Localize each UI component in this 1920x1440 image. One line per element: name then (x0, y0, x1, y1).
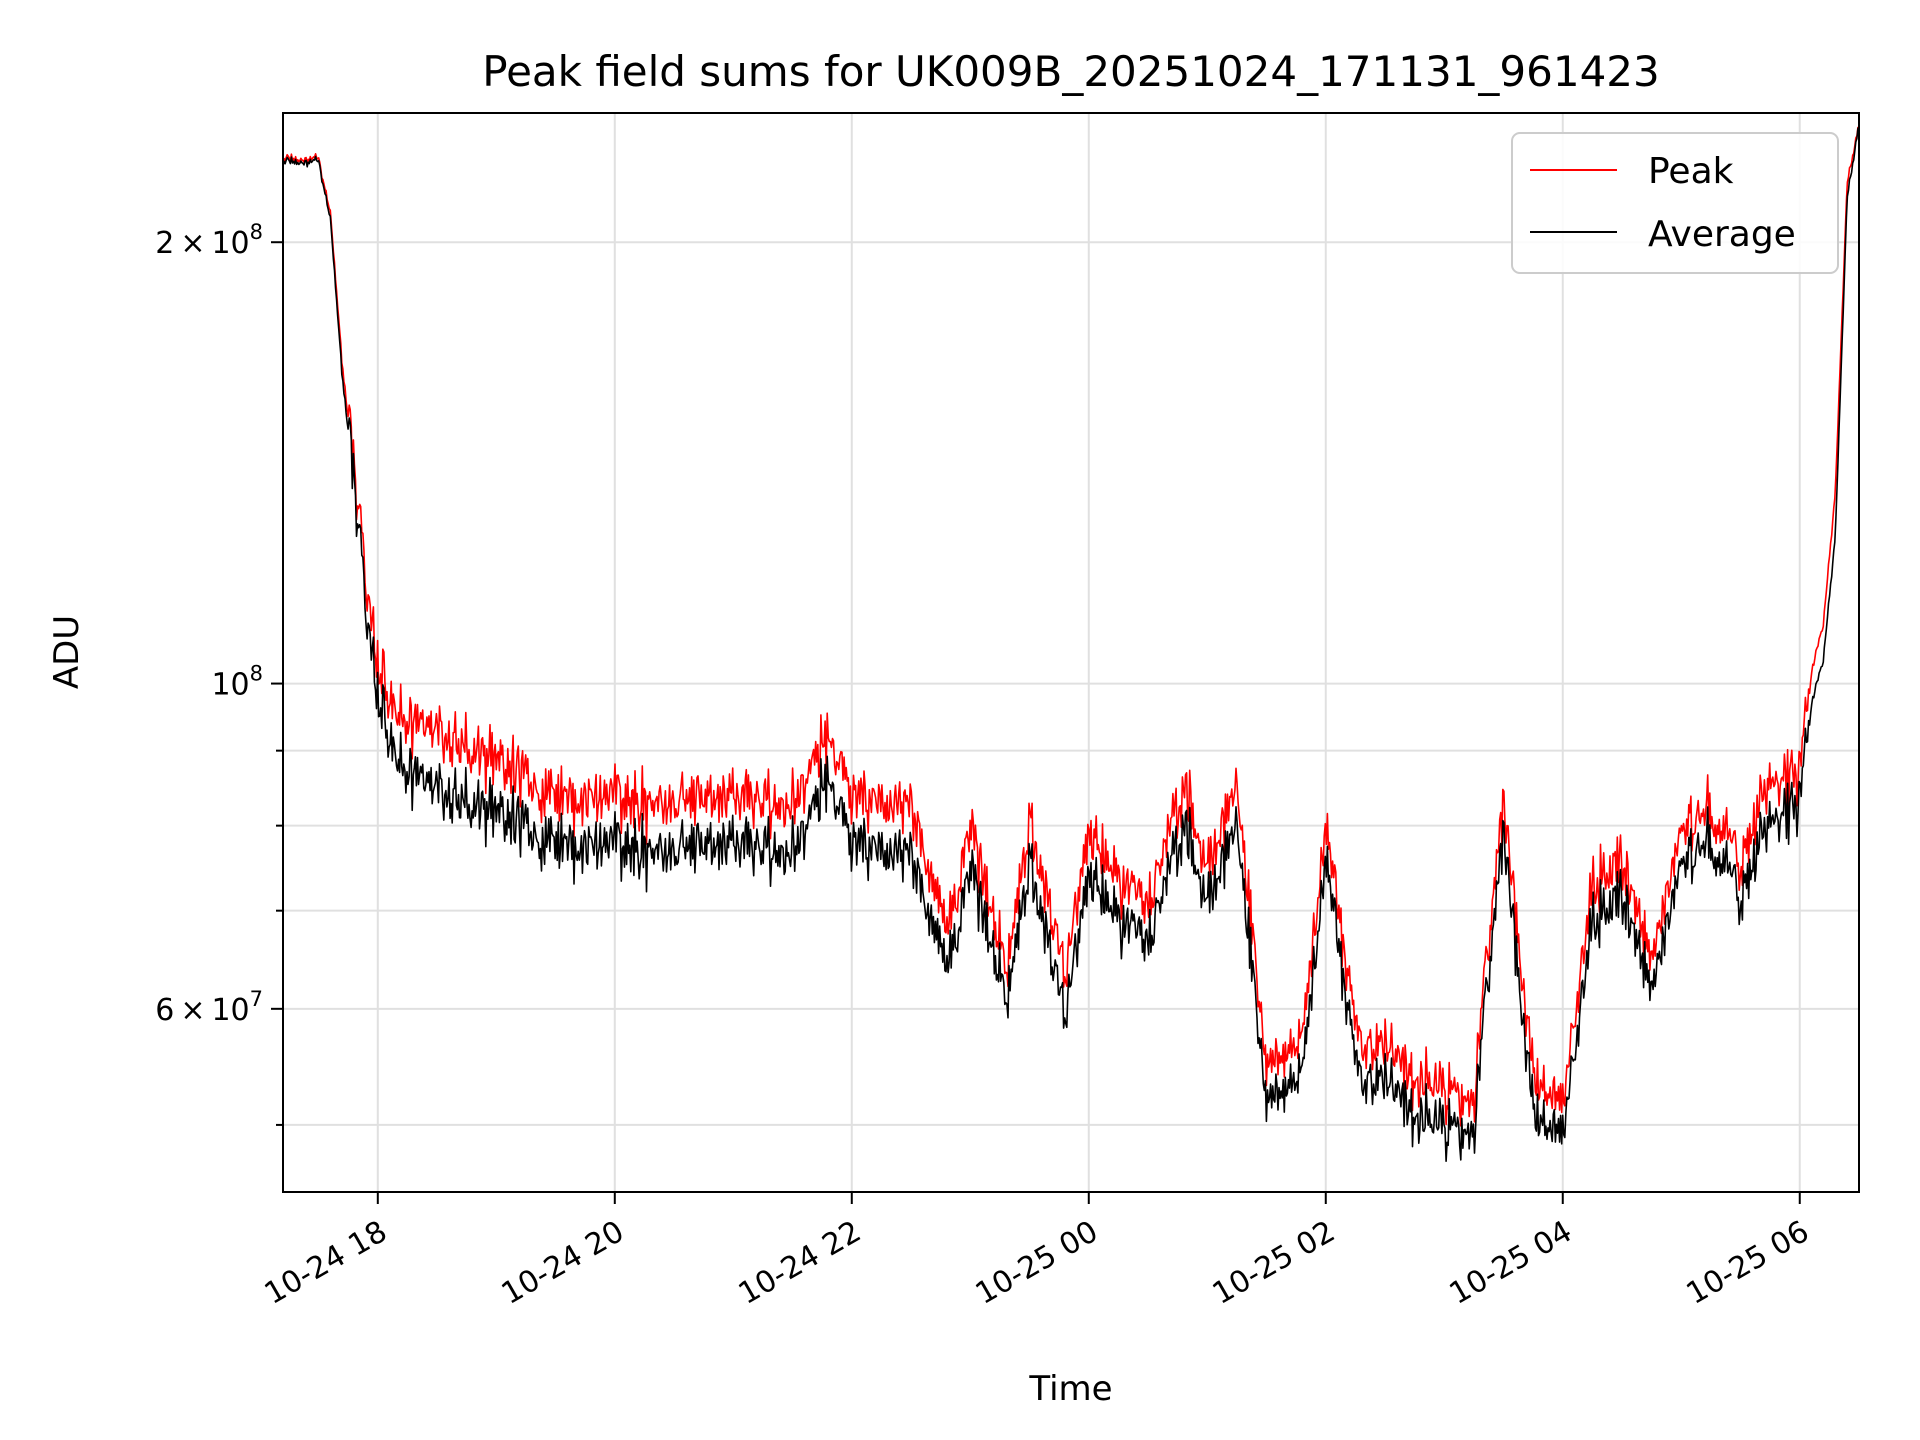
plot-frame (282, 112, 1860, 1193)
series-line-peak (282, 126, 1860, 1127)
y-axis-label: ADU (47, 615, 87, 689)
series-line-average (282, 126, 1860, 1162)
chart-title: Peak field sums for UK009B_20251024_1711… (482, 47, 1660, 96)
y-axis: 2 × 108 108 6 × 107 (155, 220, 283, 1126)
y-tick-label: 2 × 108 (155, 220, 263, 261)
legend-label-average: Average (1648, 214, 1796, 255)
legend-box (1511, 132, 1839, 274)
y-tick-label: 108 (211, 662, 263, 703)
legend: Peak Average (1511, 132, 1839, 274)
series-layer (282, 126, 1860, 1162)
legend-label-peak: Peak (1648, 151, 1734, 192)
grid (283, 113, 1859, 1192)
x-axis-label: Time (1028, 1369, 1112, 1409)
y-tick-label: 6 × 107 (155, 987, 263, 1028)
